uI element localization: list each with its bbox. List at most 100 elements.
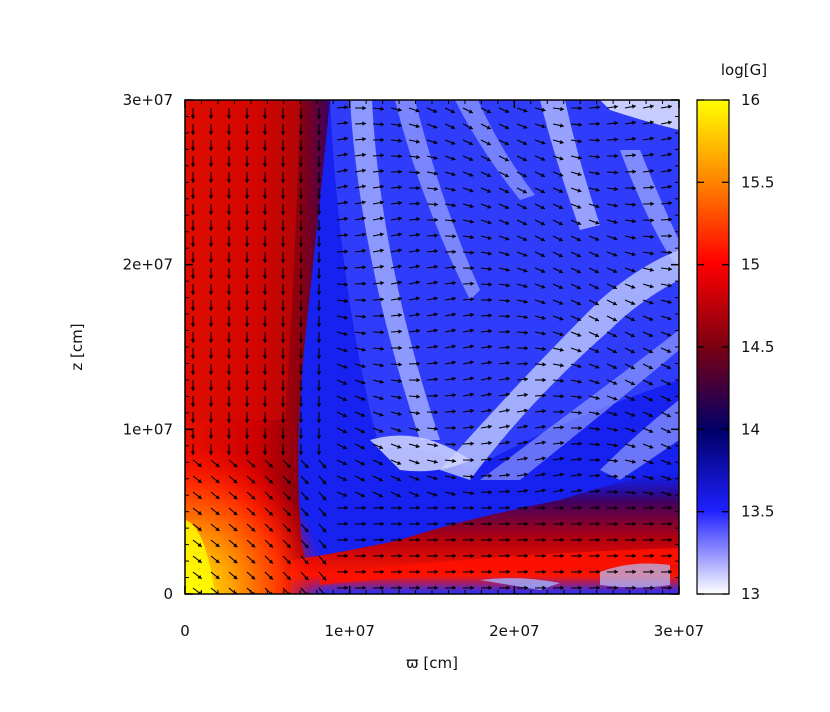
field-arrow-head xyxy=(362,505,366,511)
field-arrow-head xyxy=(280,291,286,295)
field-arrow-head xyxy=(362,281,366,286)
field-arrow-head xyxy=(612,349,617,354)
field-arrow-head xyxy=(268,543,273,548)
field-arrow-head xyxy=(577,379,582,384)
field-arrow-head xyxy=(316,387,322,391)
field-arrow-head xyxy=(668,521,672,527)
field-arrow-head xyxy=(244,211,250,215)
field-arrow-head xyxy=(416,345,420,350)
field-arrow-head xyxy=(233,559,238,564)
field-arrow-head xyxy=(613,412,618,417)
field-arrow-head xyxy=(505,267,510,272)
x-tick-label: 1e+07 xyxy=(324,622,374,640)
field-arrow-head xyxy=(416,217,420,222)
field-arrow-head xyxy=(470,281,474,286)
field-arrow-head xyxy=(433,155,438,160)
field-arrow-head xyxy=(362,152,366,158)
field-arrow-head xyxy=(596,457,600,463)
field-arrow-head xyxy=(560,378,564,383)
field-arrow-head xyxy=(251,511,256,516)
field-arrow-head xyxy=(360,445,365,450)
field-arrow-head xyxy=(280,163,286,167)
field-arrow-head xyxy=(541,124,546,129)
field-arrow-head xyxy=(596,505,600,511)
field-arrow-head xyxy=(469,172,474,177)
field-arrow-head xyxy=(488,282,492,287)
field-arrow-head xyxy=(342,461,347,466)
field-arrow-head xyxy=(226,275,232,279)
field-arrow-head xyxy=(649,104,654,109)
field-arrow-head xyxy=(505,392,510,397)
field-arrow-head xyxy=(504,157,509,162)
field-arrow-head xyxy=(649,316,654,321)
field-arrow-head xyxy=(559,332,564,337)
field-arrow-head xyxy=(667,120,672,125)
field-arrow-head xyxy=(667,136,672,141)
field-arrow-head xyxy=(576,285,581,290)
field-arrow-head xyxy=(650,218,654,223)
field-arrow-head xyxy=(666,397,671,402)
field-arrow-head xyxy=(433,108,438,113)
field-arrow-head xyxy=(560,553,564,559)
field-arrow-head xyxy=(594,317,599,322)
field-arrow-head xyxy=(488,537,492,543)
field-arrow-head xyxy=(612,365,618,370)
field-arrow-head xyxy=(322,560,327,565)
field-arrow-head xyxy=(452,505,456,511)
field-arrow-head xyxy=(523,268,528,273)
field-arrow-head xyxy=(578,410,582,415)
field-arrow-head xyxy=(280,451,286,455)
field-arrow-head xyxy=(434,537,438,543)
field-arrow-head xyxy=(380,569,384,575)
field-arrow-head xyxy=(280,419,286,423)
field-arrow-head xyxy=(379,428,384,433)
field-arrow-head xyxy=(488,553,492,559)
field-arrow-head xyxy=(398,296,402,302)
field-arrow-head xyxy=(244,195,250,199)
field-arrow-head xyxy=(197,478,202,483)
field-arrow-head xyxy=(244,339,250,343)
field-arrow-head xyxy=(666,445,672,450)
field-arrow-head xyxy=(576,317,582,322)
field-arrow-head xyxy=(558,205,563,210)
field-arrow-head xyxy=(280,339,286,343)
field-arrow-head xyxy=(344,537,348,543)
field-arrow-head xyxy=(488,344,492,350)
field-arrow-head xyxy=(190,195,196,199)
field-arrow-head xyxy=(540,173,546,178)
field-arrow-head xyxy=(595,236,600,241)
field-arrow-head xyxy=(416,248,420,253)
field-arrow-head xyxy=(416,361,420,366)
field-arrow-head xyxy=(226,323,232,327)
field-arrow-head xyxy=(298,387,304,391)
y-tick-label: 0 xyxy=(163,585,173,603)
field-arrow-head xyxy=(208,307,214,311)
field-arrow-head xyxy=(416,553,420,559)
field-arrow-head xyxy=(470,505,474,511)
field-arrow-head xyxy=(280,307,286,311)
field-arrow-head xyxy=(197,558,202,563)
field-arrow-head xyxy=(244,131,250,135)
field-arrow-head xyxy=(667,476,672,481)
field-arrow-head xyxy=(190,435,196,439)
field-arrow-head xyxy=(244,227,250,231)
field-arrow-head xyxy=(208,275,214,279)
field-arrow xyxy=(264,587,272,594)
field-arrow-head xyxy=(262,451,268,455)
field-arrow-head xyxy=(576,221,582,226)
field-arrow-head xyxy=(488,328,492,334)
field-arrow-head xyxy=(397,248,402,253)
field-arrow-head xyxy=(630,397,636,402)
field-arrow-head xyxy=(488,297,492,303)
field-arrow-head xyxy=(233,543,238,548)
field-arrow-head xyxy=(298,339,304,343)
field-arrow-head xyxy=(262,243,268,247)
field-arrow-head xyxy=(434,233,438,238)
field-arrow-head xyxy=(540,205,545,210)
field-arrow-head xyxy=(559,123,564,128)
y-tick-label: 2e+07 xyxy=(123,256,173,274)
field-arrow-head xyxy=(433,280,438,285)
colorbar-tick-label: 13.5 xyxy=(741,503,774,521)
field-arrow-head xyxy=(650,185,654,190)
field-arrow-head xyxy=(506,360,510,366)
